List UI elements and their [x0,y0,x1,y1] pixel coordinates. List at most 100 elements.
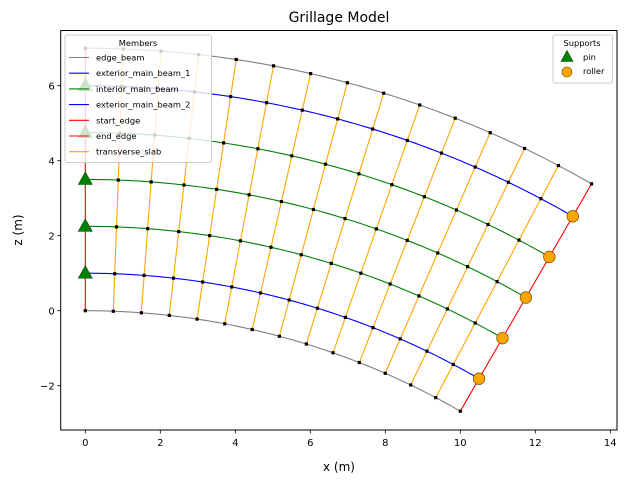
node-marker [371,127,375,131]
supports-legend-title: Supports [563,38,600,48]
node-marker [466,265,470,269]
node-marker [195,317,199,321]
node-marker [277,334,282,338]
axes-frame [60,30,618,431]
node-marker [264,101,269,105]
edge-beam-line [85,310,461,412]
node-marker [418,103,422,107]
node-marker [486,222,490,227]
x-axis-label: x (m) [323,460,355,474]
legend-label-transverse-slab: transverse_slab [96,147,161,157]
node-marker [445,307,449,311]
roller-support-icon [566,210,579,223]
pin-support-icon [77,171,93,185]
roller-support-icon [472,372,486,385]
x-tick-label: 4 [232,438,238,449]
node-marker [331,351,335,355]
node-marker [417,294,421,298]
legend-label-exterior-main-beam-1: exterior_main_beam_1 [96,68,190,78]
chart-title: Grillage Model [289,10,390,26]
roller-support-icon [496,331,509,345]
pin-legend-icon [560,49,574,62]
node-marker [357,172,361,176]
members-legend-title: Members [119,38,157,48]
node-marker [405,238,409,242]
node-marker [315,306,320,310]
node-marker [329,261,333,265]
node-marker [473,321,477,325]
node-marker [556,163,561,168]
node-marker [398,337,402,341]
pin-support-icon [77,265,93,279]
node-marker [422,195,426,199]
node-marker [451,362,455,367]
members-legend-box [64,34,212,163]
members-legend: Members edge_beam exterior_main_beam_1int… [64,34,212,163]
node-marker [311,207,315,212]
node-marker [409,383,413,387]
node-marker [495,279,499,284]
node-marker [279,199,283,204]
y-tick-label: 0 [48,306,54,317]
node-marker [488,131,492,135]
node-marker [374,227,378,231]
node-marker [425,349,429,353]
legend-label-pin: pin [583,52,596,62]
node-marker [256,147,260,151]
node-marker [343,315,347,319]
node-marker [113,272,117,276]
legend-label-roller: roller [583,66,605,76]
node-marker [167,313,171,318]
node-marker [238,239,243,243]
node-marker [139,311,143,315]
node-marker [149,180,153,184]
node-marker [382,91,386,95]
pin-support-icon [77,218,93,232]
x-tick-label: 14 [604,438,617,449]
node-marker [390,183,394,187]
node-marker [177,229,181,234]
legend-label-end-edge: end_edge [96,131,137,141]
node-marker [171,276,176,280]
y-tick-label: 6 [48,81,54,92]
y-tick-label: 4 [48,156,54,167]
node-marker [114,225,119,229]
node-marker [434,396,438,400]
x-tick-label: 12 [529,438,542,449]
node-marker [116,178,120,182]
node-marker [142,273,146,278]
roller-support-icon [519,291,533,304]
node-marker [146,227,150,231]
roller-support-icon [543,250,556,264]
node-marker [83,309,87,313]
roller-legend-icon [561,66,573,78]
node-marker [250,327,254,332]
node-marker [230,285,234,289]
x-tick-label: 8 [382,438,388,449]
node-marker [299,253,303,257]
legend-label-start-edge: start_edge [96,115,140,125]
node-marker [111,309,115,313]
node-marker [405,138,409,143]
legend-label-edge-beam: edge_beam [96,53,144,63]
y-tick-label: 2 [48,231,54,242]
node-marker [345,81,349,85]
node-marker [336,117,340,121]
node-marker [304,342,308,346]
x-tick-label: 10 [454,438,467,449]
node-marker [215,187,219,191]
node-marker [323,162,328,166]
node-marker [201,280,205,284]
node-marker [234,57,238,62]
node-marker [371,326,375,330]
node-marker [290,154,294,158]
y-axis-ticks: −2 0 2 4 6 [40,81,61,392]
node-marker [383,371,387,375]
node-marker [208,234,212,238]
node-marker [454,208,459,212]
node-marker [343,217,347,221]
x-tick-label: 0 [82,438,88,449]
node-marker [453,116,457,120]
node-marker [229,94,233,99]
